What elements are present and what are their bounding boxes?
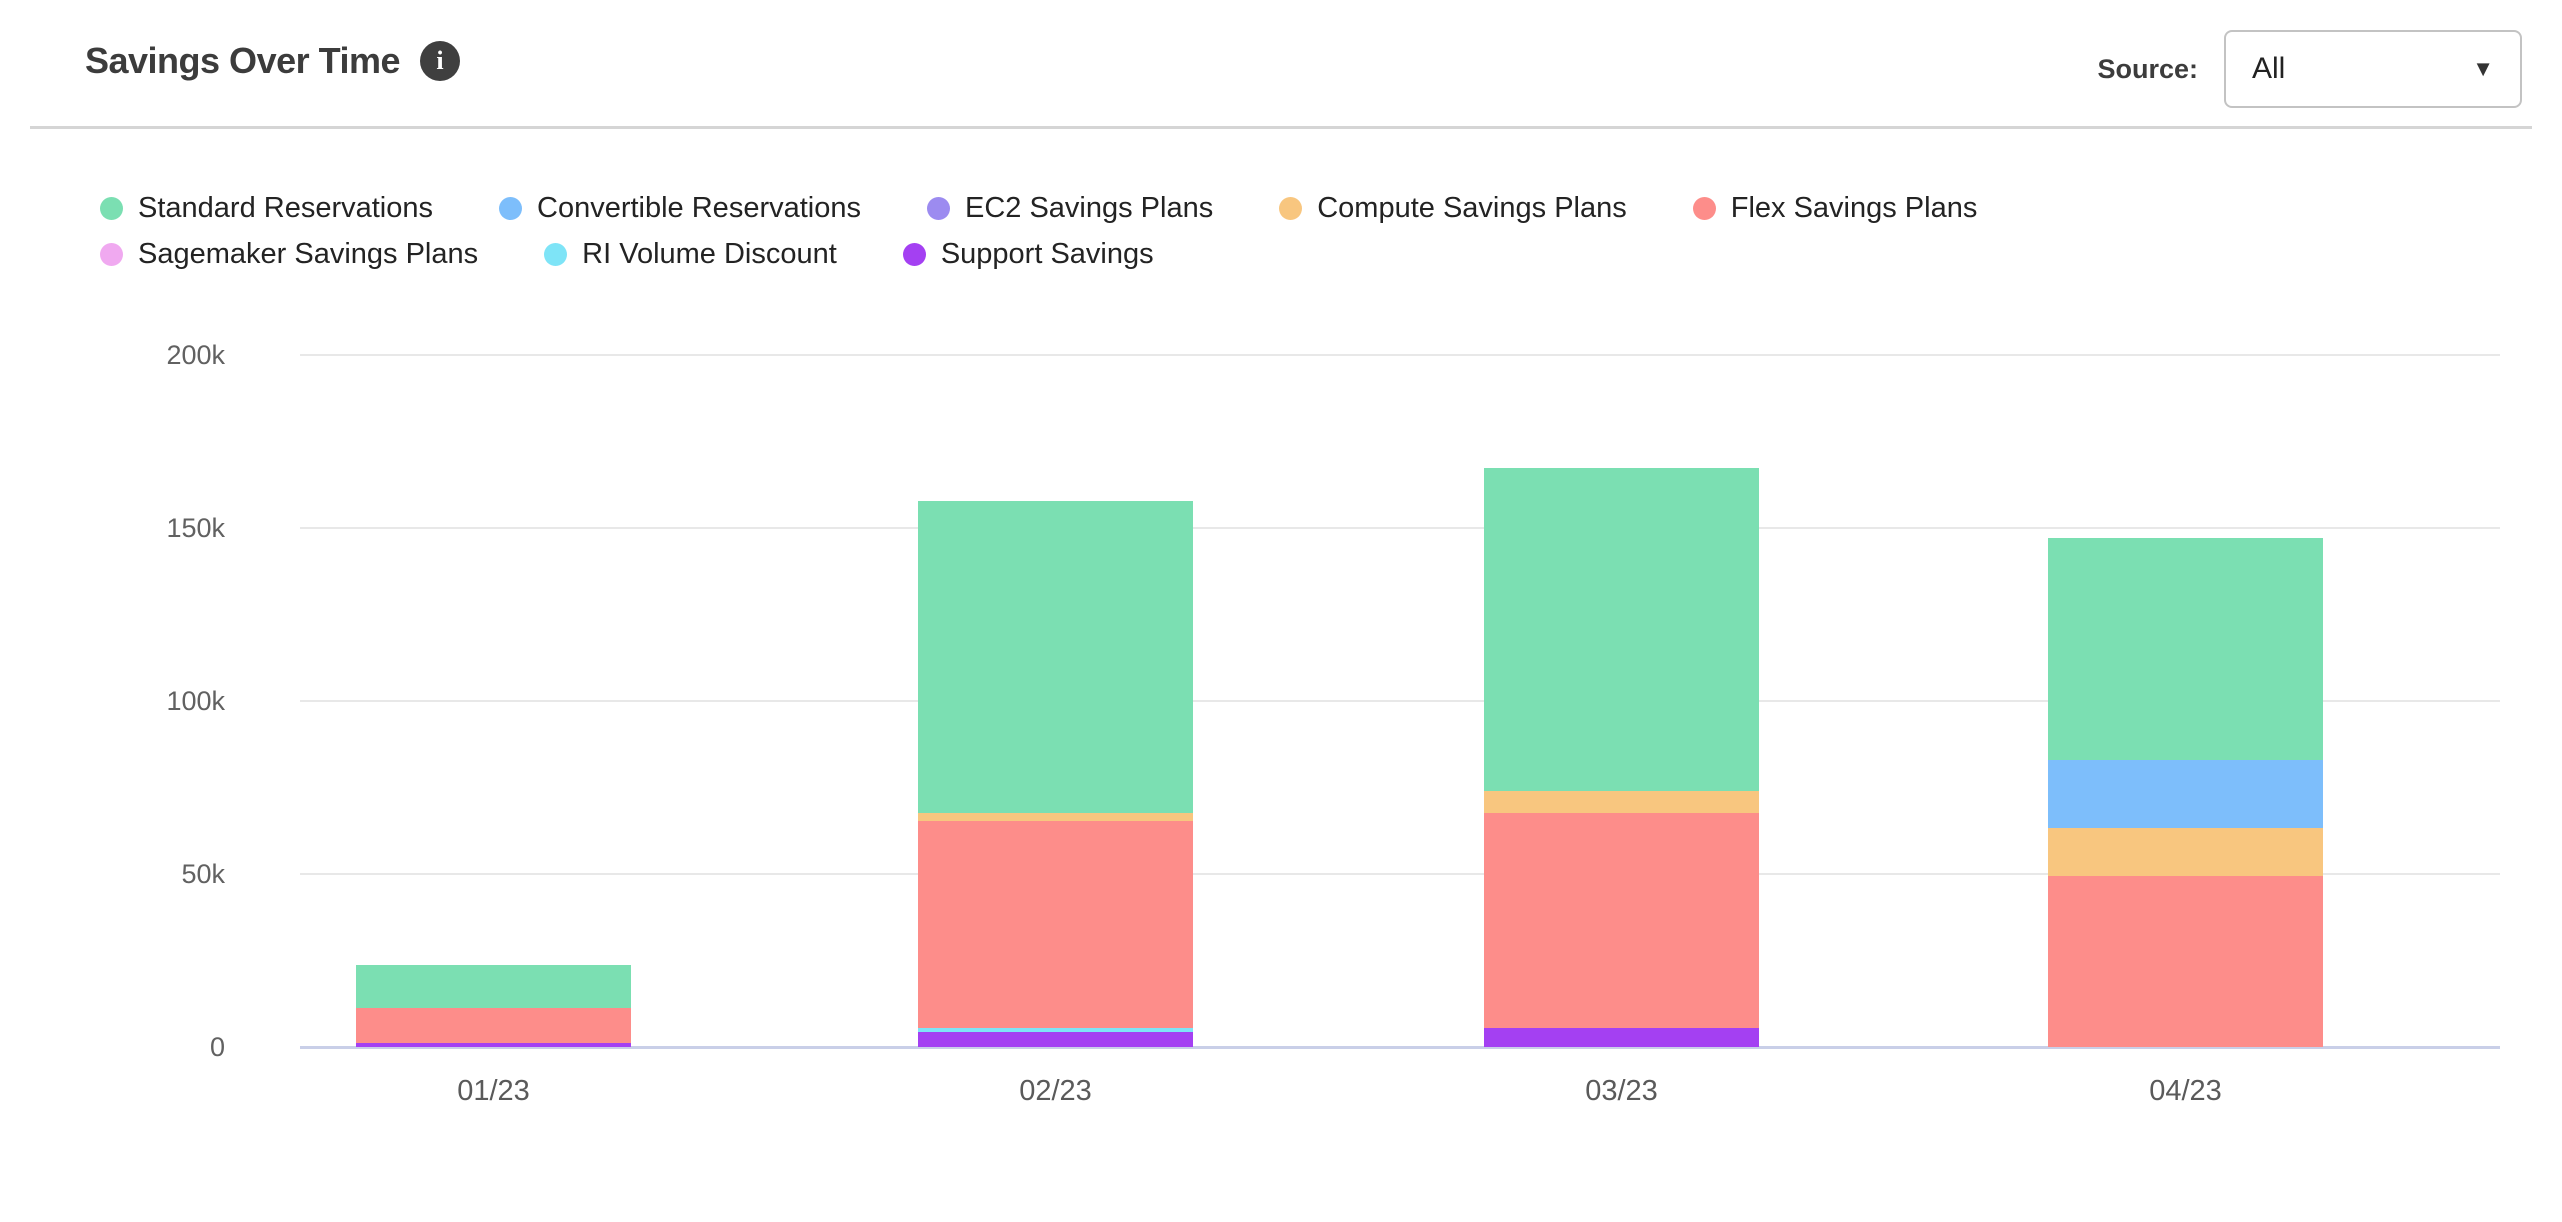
legend-dot-icon bbox=[902, 242, 926, 266]
gridline bbox=[300, 527, 2500, 529]
legend-dot-icon bbox=[926, 196, 950, 220]
bar-segment-flex-savings-plans[interactable] bbox=[918, 821, 1193, 1029]
x-axis-label: 01/23 bbox=[457, 1075, 530, 1107]
bar-segment-support-savings[interactable] bbox=[1484, 1028, 1759, 1047]
source-selected-value: All bbox=[2252, 52, 2286, 85]
legend-dot-icon bbox=[544, 242, 568, 266]
y-axis-label: 50k bbox=[181, 859, 225, 889]
legend-item-convertible-reservations[interactable]: Convertible Reservations bbox=[499, 192, 861, 225]
legend-item-compute-savings-plans[interactable]: Compute Savings Plans bbox=[1279, 192, 1627, 225]
bar-segment-ri-volume-discount[interactable] bbox=[918, 1028, 1193, 1033]
legend-row: Standard Reservations Convertible Reserva… bbox=[100, 185, 2460, 231]
legend-item-ec2-savings-plans[interactable]: EC2 Savings Plans bbox=[926, 191, 1214, 225]
x-axis-line bbox=[300, 1046, 2500, 1049]
legend-label: Sagemaker Savings Plans bbox=[138, 237, 479, 270]
gridline bbox=[300, 700, 2500, 702]
legend-item-standard-reservations[interactable]: Standard Reservations bbox=[100, 192, 433, 225]
bar-segment-compute-savings-plans[interactable] bbox=[918, 813, 1193, 822]
legend-item-sagemaker-savings-plans[interactable]: Sagemaker Savings Plans bbox=[100, 238, 478, 271]
chart-plot-area bbox=[300, 354, 2500, 1049]
bar-segment-convertible-reservations[interactable] bbox=[2048, 760, 2323, 829]
legend-dot-icon bbox=[100, 196, 123, 220]
bar-03-23 bbox=[1484, 355, 1759, 1047]
bar-segment-support-savings[interactable] bbox=[356, 1043, 631, 1047]
legend-dot-icon bbox=[1279, 196, 1303, 220]
legend-dot-icon bbox=[100, 242, 123, 266]
y-axis-label: 200k bbox=[166, 340, 225, 370]
legend-label: Flex Savings Plans bbox=[1730, 191, 1978, 224]
gridline bbox=[300, 354, 2500, 356]
source-label: Source: bbox=[2097, 53, 2198, 84]
y-axis-label: 100k bbox=[166, 686, 225, 716]
y-axis-label: 0 bbox=[209, 1032, 225, 1062]
legend-dot-icon bbox=[499, 196, 522, 220]
bar-segment-flex-savings-plans[interactable] bbox=[1484, 813, 1759, 1029]
bar-segment-standard-reservations[interactable] bbox=[356, 965, 631, 1009]
legend-label: RI Volume Discount bbox=[582, 237, 837, 270]
header-divider bbox=[30, 126, 2532, 129]
x-axis-label: 02/23 bbox=[1019, 1075, 1092, 1107]
legend-item-flex-savings-plans[interactable]: Flex Savings Plans bbox=[1692, 191, 1978, 225]
info-icon[interactable]: i bbox=[420, 41, 460, 81]
legend-label: Support Savings bbox=[940, 237, 1154, 270]
bar-segment-flex-savings-plans[interactable] bbox=[356, 1008, 631, 1044]
bar-segment-standard-reservations[interactable] bbox=[2048, 537, 2323, 761]
legend-label: Convertible Reservations bbox=[537, 191, 861, 224]
legend-row: Sagemaker Savings Plans RI Volume Discoun… bbox=[100, 231, 2460, 277]
bar-segment-standard-reservations[interactable] bbox=[918, 500, 1193, 814]
bar-01-23 bbox=[356, 355, 631, 1047]
y-axis-label: 150k bbox=[166, 513, 225, 543]
page-title: Savings Over Time bbox=[85, 40, 401, 81]
bar-segment-support-savings[interactable] bbox=[918, 1032, 1193, 1047]
chevron-down-icon: ▼ bbox=[2472, 56, 2494, 81]
bar-segment-compute-savings-plans[interactable] bbox=[2048, 828, 2323, 876]
x-axis-label: 04/23 bbox=[2149, 1075, 2222, 1107]
legend-label: Compute Savings Plans bbox=[1317, 191, 1627, 224]
x-axis-label: 03/23 bbox=[1585, 1075, 1658, 1107]
card-header: Savings Over Time i bbox=[85, 40, 460, 82]
legend-item-ri-volume-discount[interactable]: RI Volume Discount bbox=[544, 238, 837, 271]
legend-dot-icon bbox=[1692, 196, 1716, 220]
chart-legend: Standard Reservations Convertible Reserva… bbox=[100, 185, 2460, 277]
legend-item-support-savings[interactable]: Support Savings bbox=[902, 237, 1154, 271]
bar-02-23 bbox=[918, 355, 1193, 1047]
legend-label: Standard Reservations bbox=[138, 191, 433, 224]
source-select[interactable]: All ▼ bbox=[2224, 30, 2522, 108]
source-filter: Source: All ▼ bbox=[2097, 30, 2522, 108]
legend-label: EC2 Savings Plans bbox=[964, 191, 1214, 224]
gridline bbox=[300, 873, 2500, 875]
bar-segment-standard-reservations[interactable] bbox=[1484, 467, 1759, 791]
bar-04-23 bbox=[2048, 355, 2323, 1047]
bar-segment-flex-savings-plans[interactable] bbox=[2048, 875, 2323, 1047]
bar-segment-compute-savings-plans[interactable] bbox=[1484, 790, 1759, 814]
